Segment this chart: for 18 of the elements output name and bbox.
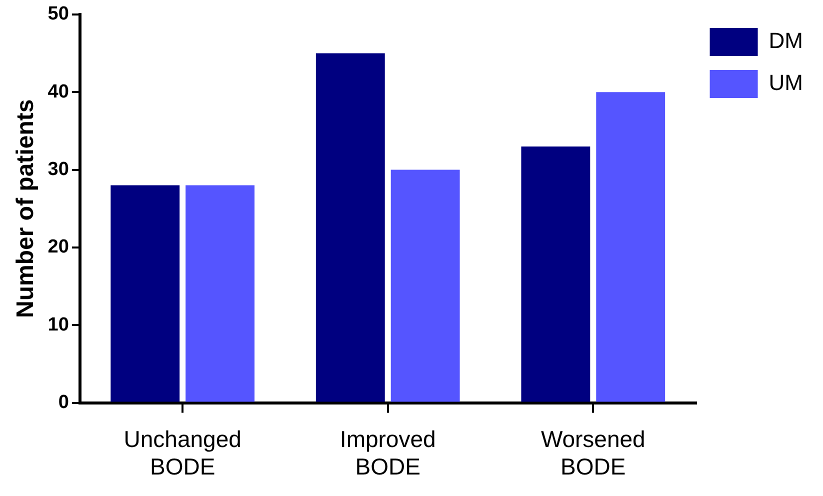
x-tick-label: Worsened BODE bbox=[540, 426, 646, 480]
bar bbox=[390, 170, 460, 402]
y-tick-label: 50 bbox=[48, 4, 69, 25]
legend-label: UM bbox=[768, 70, 804, 96]
bar bbox=[186, 185, 255, 402]
y-tick-label: 30 bbox=[48, 158, 69, 180]
y-tick-label: 20 bbox=[48, 236, 69, 258]
bar bbox=[316, 53, 385, 402]
x-tick-label: Unchanged BODE bbox=[124, 426, 242, 480]
y-tick-label: 40 bbox=[48, 81, 69, 102]
bar bbox=[596, 92, 666, 402]
bar bbox=[521, 146, 590, 402]
bar bbox=[110, 185, 180, 402]
y-tick-label: 10 bbox=[48, 314, 69, 336]
y-tick-label: 0 bbox=[58, 392, 69, 414]
x-tick-label: Improved BODE bbox=[340, 426, 436, 480]
legend-label: DM bbox=[768, 28, 804, 54]
y-axis-title: Number of patients bbox=[12, 99, 40, 318]
